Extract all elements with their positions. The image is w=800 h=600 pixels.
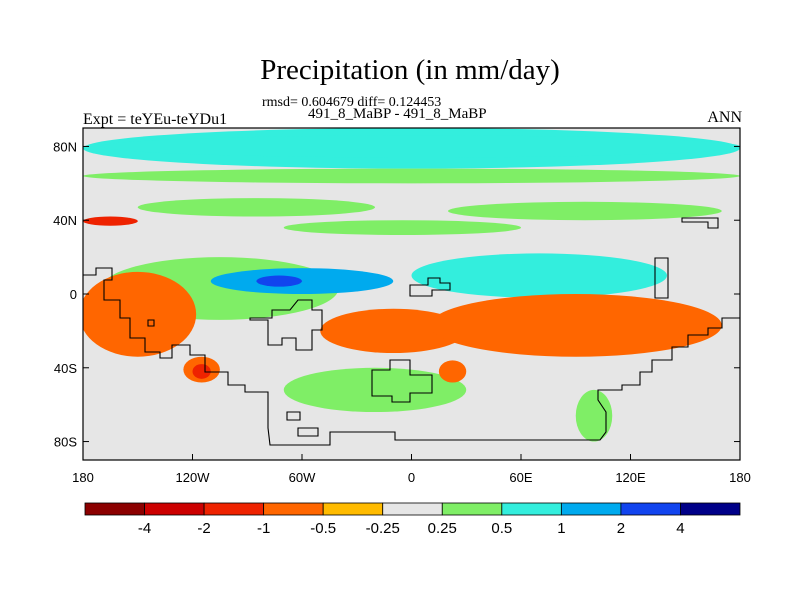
field-midlat-green-b xyxy=(448,201,722,221)
colorbar-box xyxy=(203,502,265,516)
chart-subtitle: 491_8_MaBP - 491_8_MaBP xyxy=(308,106,487,122)
colorbar-box xyxy=(620,502,681,516)
y-tick-label: 0 xyxy=(70,287,77,302)
colorbar: -4 -2 -1 -0.5 -0.25 0.25 0.5 1 2 4 xyxy=(84,502,741,537)
x-tick-label: 0 xyxy=(408,470,415,485)
field-midlat-green-c xyxy=(283,220,521,235)
colorbar-box xyxy=(441,502,503,516)
field-northern-green-band xyxy=(83,168,740,184)
field-tropical-pacific-navy xyxy=(256,275,302,287)
field-south-pacific-green xyxy=(283,367,467,413)
field-tropical-west-orange xyxy=(83,271,197,357)
colorbar-label: 2 xyxy=(617,520,625,537)
y-tick-label: 40S xyxy=(54,361,77,376)
colorbar-label: -1 xyxy=(257,520,270,537)
colorbar-label: -0.25 xyxy=(366,520,400,537)
field-central-orange-band xyxy=(320,308,467,354)
x-tick-label: 180 xyxy=(729,470,751,485)
colorbar-box xyxy=(263,502,324,516)
america-outline xyxy=(83,267,740,446)
field-sw-atlantic-red xyxy=(192,364,211,379)
chart-title: Precipitation (in mm/day) xyxy=(260,54,560,86)
asia-outline xyxy=(409,277,451,297)
field-southern-ocean-green xyxy=(575,389,613,442)
colorbar-label: 0.5 xyxy=(491,520,512,537)
y-tick-label: 80S xyxy=(54,435,77,450)
africa-outline xyxy=(371,359,433,403)
colorbar-box xyxy=(382,502,443,516)
stats-line: rmsd= 0.604679 diff= 0.124453 xyxy=(262,95,442,110)
colorbar-box xyxy=(501,502,562,516)
colorbar-box xyxy=(680,502,741,516)
field-tropical-east-cyan xyxy=(411,253,667,298)
x-tick-label: 60E xyxy=(509,470,532,485)
east-asia-outline xyxy=(654,257,669,299)
contour-fields xyxy=(83,128,740,442)
colorbar-box xyxy=(322,502,384,516)
south-america-island xyxy=(249,299,323,351)
x-tick-label: 120E xyxy=(615,470,646,485)
x-tick-label: 60W xyxy=(289,470,316,485)
colorbar-label: -0.5 xyxy=(310,520,336,537)
small-island-c xyxy=(147,319,155,327)
colorbar-label: -4 xyxy=(138,520,151,537)
small-island-a xyxy=(286,411,301,421)
small-island-b xyxy=(297,427,319,437)
x-tick-label: 180 xyxy=(72,470,94,485)
north-pacific-outline xyxy=(681,217,719,229)
field-midlat-green-a xyxy=(137,198,375,217)
colorbar-label: 1 xyxy=(557,520,565,537)
colorbar-box xyxy=(144,502,205,516)
experiment-label: Expt = teYEu-teYDu1 xyxy=(83,111,228,128)
y-tick-label: 80N xyxy=(53,139,77,154)
x-axis: 180 120W 60W 0 60E 120E 180 xyxy=(72,454,751,485)
y-axis: 80N 40N 0 40S 80S xyxy=(53,139,740,450)
continent-outlines xyxy=(83,217,740,446)
colorbar-label: -2 xyxy=(197,520,210,537)
season-label: ANN xyxy=(707,109,742,126)
colorbar-box xyxy=(84,502,145,516)
field-small-orange-east xyxy=(438,360,467,383)
field-nw-pacific-red xyxy=(83,216,138,226)
field-south-indian-orange xyxy=(429,294,722,357)
y-tick-label: 40N xyxy=(53,213,77,228)
colorbar-label: 0.25 xyxy=(428,520,457,537)
field-arctic-core xyxy=(101,135,740,158)
x-tick-label: 120W xyxy=(176,470,211,485)
colorbar-box xyxy=(560,502,622,516)
colorbar-label: 4 xyxy=(676,520,684,537)
